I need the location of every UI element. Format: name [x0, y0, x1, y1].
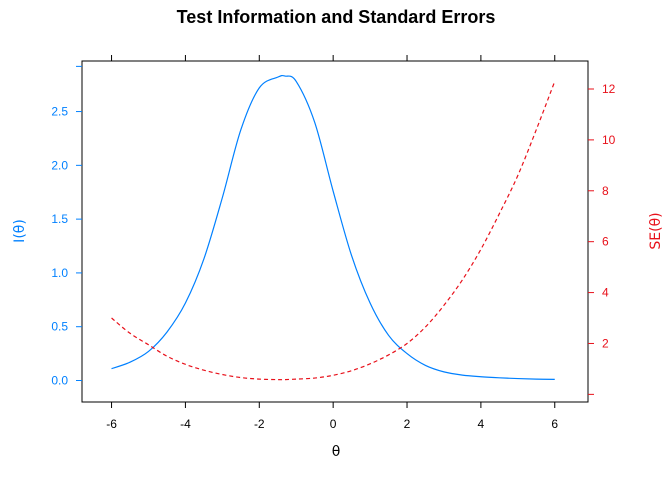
y-tick-label-right: 8 [602, 184, 609, 198]
y-tick-label-right: 2 [602, 336, 609, 350]
x-tick-label: -6 [106, 417, 117, 431]
x-axis-label: θ [332, 444, 341, 460]
y-tick-label-right: 10 [602, 133, 616, 147]
x-tick-label: -4 [180, 417, 191, 431]
y-tick-label-left: 1.5 [51, 212, 68, 226]
x-tick-label: 2 [404, 417, 411, 431]
plot-frame [81, 60, 589, 403]
y-tick-label-right: 4 [602, 286, 609, 300]
y-tick-label-left: 0.0 [51, 373, 68, 387]
y-tick-label-left: 2.0 [51, 158, 68, 172]
y-tick-label-right: 6 [602, 235, 609, 249]
y-axis-label-right: SE(θ) [648, 212, 664, 249]
y-tick-label-left: 1.0 [51, 266, 68, 280]
chart-title: Test Information and Standard Errors [177, 7, 496, 27]
x-tick-label: 4 [478, 417, 485, 431]
x-tick-label: 0 [330, 417, 337, 431]
series-line-information [111, 74, 555, 381]
y-tick-label-left: 2.5 [51, 105, 68, 119]
y-tick-label-left: 0.5 [51, 320, 68, 334]
series-line-standard-error [111, 81, 556, 381]
x-tick-label: -2 [254, 417, 265, 431]
y-axis-label-left: I(θ) [12, 219, 28, 243]
x-tick-label: 6 [551, 417, 558, 431]
series-layer [111, 74, 556, 381]
axis-ticks: -6 -4 -2 0 2 4 6 0.0 0.5 1.0 1.5 2.0 2.5 2 4 6 8 10 12 [51, 55, 616, 431]
y-tick-label-right: 12 [602, 82, 616, 96]
